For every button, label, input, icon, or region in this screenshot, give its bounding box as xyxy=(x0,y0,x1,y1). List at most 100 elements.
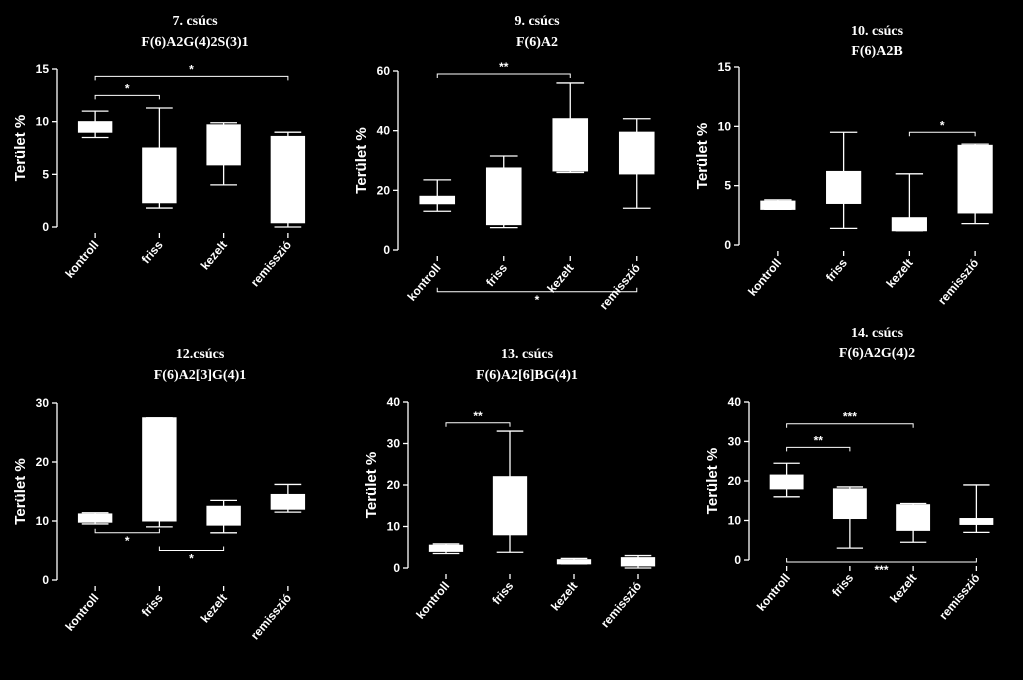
chart-title-line: 14. csúcs xyxy=(851,326,904,341)
chart-panel-1: 9. csúcs F(6)A2 0 20 40 60 Terület % kontroll fr… xyxy=(353,14,655,312)
box-remisszió xyxy=(270,483,306,513)
y-tick-label: 20 xyxy=(377,183,391,197)
significance-bracket: * xyxy=(158,546,225,566)
x-tick-label: kezelt xyxy=(198,238,230,273)
bracket-line xyxy=(94,75,289,81)
x-tick-label: remisszió xyxy=(936,571,982,622)
box-body xyxy=(206,505,241,526)
significance-bracket: * xyxy=(94,81,160,100)
box-body xyxy=(891,217,927,232)
box-body xyxy=(206,124,241,166)
y-axis-title: Terület % xyxy=(704,448,721,514)
box-friss xyxy=(826,131,862,230)
box-remisszió xyxy=(270,131,306,228)
x-tick-label: kontroll xyxy=(405,261,444,304)
y-tick-label: 5 xyxy=(724,179,731,193)
chart-title-line: F(6)A2G(4)2 xyxy=(839,346,915,361)
y-tick-label: 40 xyxy=(377,124,391,138)
significance-label: ** xyxy=(814,433,824,447)
chart-panel-5: 14. csúcs F(6)A2G(4)2 0 10 20 30 40 Terület % ko… xyxy=(704,326,994,622)
bracket-line xyxy=(94,528,160,534)
box-kezelt xyxy=(206,499,241,534)
significance-bracket: ** xyxy=(445,409,511,427)
y-tick-label: 30 xyxy=(387,437,401,451)
x-tick-label: kezelt xyxy=(544,261,576,296)
significance-label: *** xyxy=(843,410,857,424)
x-tick-label: kezelt xyxy=(884,256,916,291)
y-tick-label: 0 xyxy=(734,553,741,567)
x-tick-label: kontroll xyxy=(754,571,793,614)
chart-title-line: F(6)A2B xyxy=(851,44,902,59)
x-tick-label: remisszió xyxy=(248,591,294,642)
significance-bracket: * xyxy=(908,118,976,137)
significance-label: ** xyxy=(473,409,483,423)
x-tick-label: remisszió xyxy=(248,238,294,289)
significance-bracket: ** xyxy=(436,60,571,78)
y-tick-label: 40 xyxy=(728,395,742,409)
significance-label: * xyxy=(535,293,540,307)
box-body xyxy=(142,147,177,204)
x-tick-label: friss xyxy=(139,591,166,620)
x-tick-label: kezelt xyxy=(548,579,580,614)
significance-bracket: * xyxy=(436,287,638,307)
box-friss xyxy=(832,486,867,549)
box-body xyxy=(959,518,994,525)
box-kezelt xyxy=(552,82,589,174)
box-remisszió xyxy=(620,554,656,569)
box-body xyxy=(832,488,867,520)
box-remisszió xyxy=(618,118,655,209)
x-tick-label: friss xyxy=(823,256,850,285)
box-kezelt xyxy=(556,557,592,565)
box-kontroll xyxy=(419,179,456,212)
chart-title-line: 7. csúcs xyxy=(172,14,218,29)
box-friss xyxy=(142,417,177,528)
box-body xyxy=(492,476,528,536)
significance-label: ** xyxy=(499,60,509,74)
y-tick-label: 10 xyxy=(728,514,742,528)
x-tick-label: kontroll xyxy=(745,256,784,299)
x-tick-label: friss xyxy=(489,579,516,608)
y-tick-label: 0 xyxy=(724,238,731,252)
significance-bracket: *** xyxy=(786,557,977,577)
x-tick-label: remisszió xyxy=(597,261,643,312)
significance-bracket: * xyxy=(94,528,160,548)
box-kezelt xyxy=(206,122,241,186)
x-tick-label: kontroll xyxy=(413,579,452,622)
y-tick-label: 0 xyxy=(393,561,400,575)
bracket-line xyxy=(436,73,571,78)
significance-label: * xyxy=(189,552,194,566)
x-tick-label: kezelt xyxy=(887,571,919,606)
y-axis-title: Terület % xyxy=(12,115,29,181)
box-body xyxy=(957,144,993,214)
y-axis-title: Terület % xyxy=(12,458,29,524)
significance-bracket: * xyxy=(94,62,289,81)
x-tick-label: remisszió xyxy=(935,256,981,307)
bracket-line xyxy=(158,546,225,551)
box-body xyxy=(270,493,306,510)
y-tick-label: 10 xyxy=(36,514,50,528)
bracket-line xyxy=(786,557,977,563)
y-tick-label: 0 xyxy=(42,573,49,587)
y-axis-title: Terület % xyxy=(694,123,711,189)
x-tick-label: kontroll xyxy=(62,591,101,634)
y-tick-label: 30 xyxy=(36,396,50,410)
x-tick-label: friss xyxy=(829,571,856,600)
box-remisszió xyxy=(959,484,994,533)
box-friss xyxy=(142,107,177,209)
y-tick-label: 10 xyxy=(718,119,732,133)
y-tick-label: 20 xyxy=(728,474,742,488)
y-tick-label: 5 xyxy=(42,167,49,181)
box-body xyxy=(270,135,306,224)
chart-title-line: 10. csúcs xyxy=(851,24,904,39)
chart-title-line: F(6)A2 xyxy=(516,35,558,50)
chart-title-line: 12.csúcs xyxy=(176,347,225,362)
chart-title-line: 9. csúcs xyxy=(514,14,560,29)
chart-title-line: F(6)A2[3]G(4)1 xyxy=(154,368,247,383)
box-body xyxy=(485,167,522,226)
y-axis-title: Terület % xyxy=(353,127,370,193)
significance-bracket: ** xyxy=(786,433,851,452)
box-kontroll xyxy=(760,199,796,211)
y-tick-label: 15 xyxy=(36,62,50,76)
x-tick-label: remisszió xyxy=(598,579,644,630)
